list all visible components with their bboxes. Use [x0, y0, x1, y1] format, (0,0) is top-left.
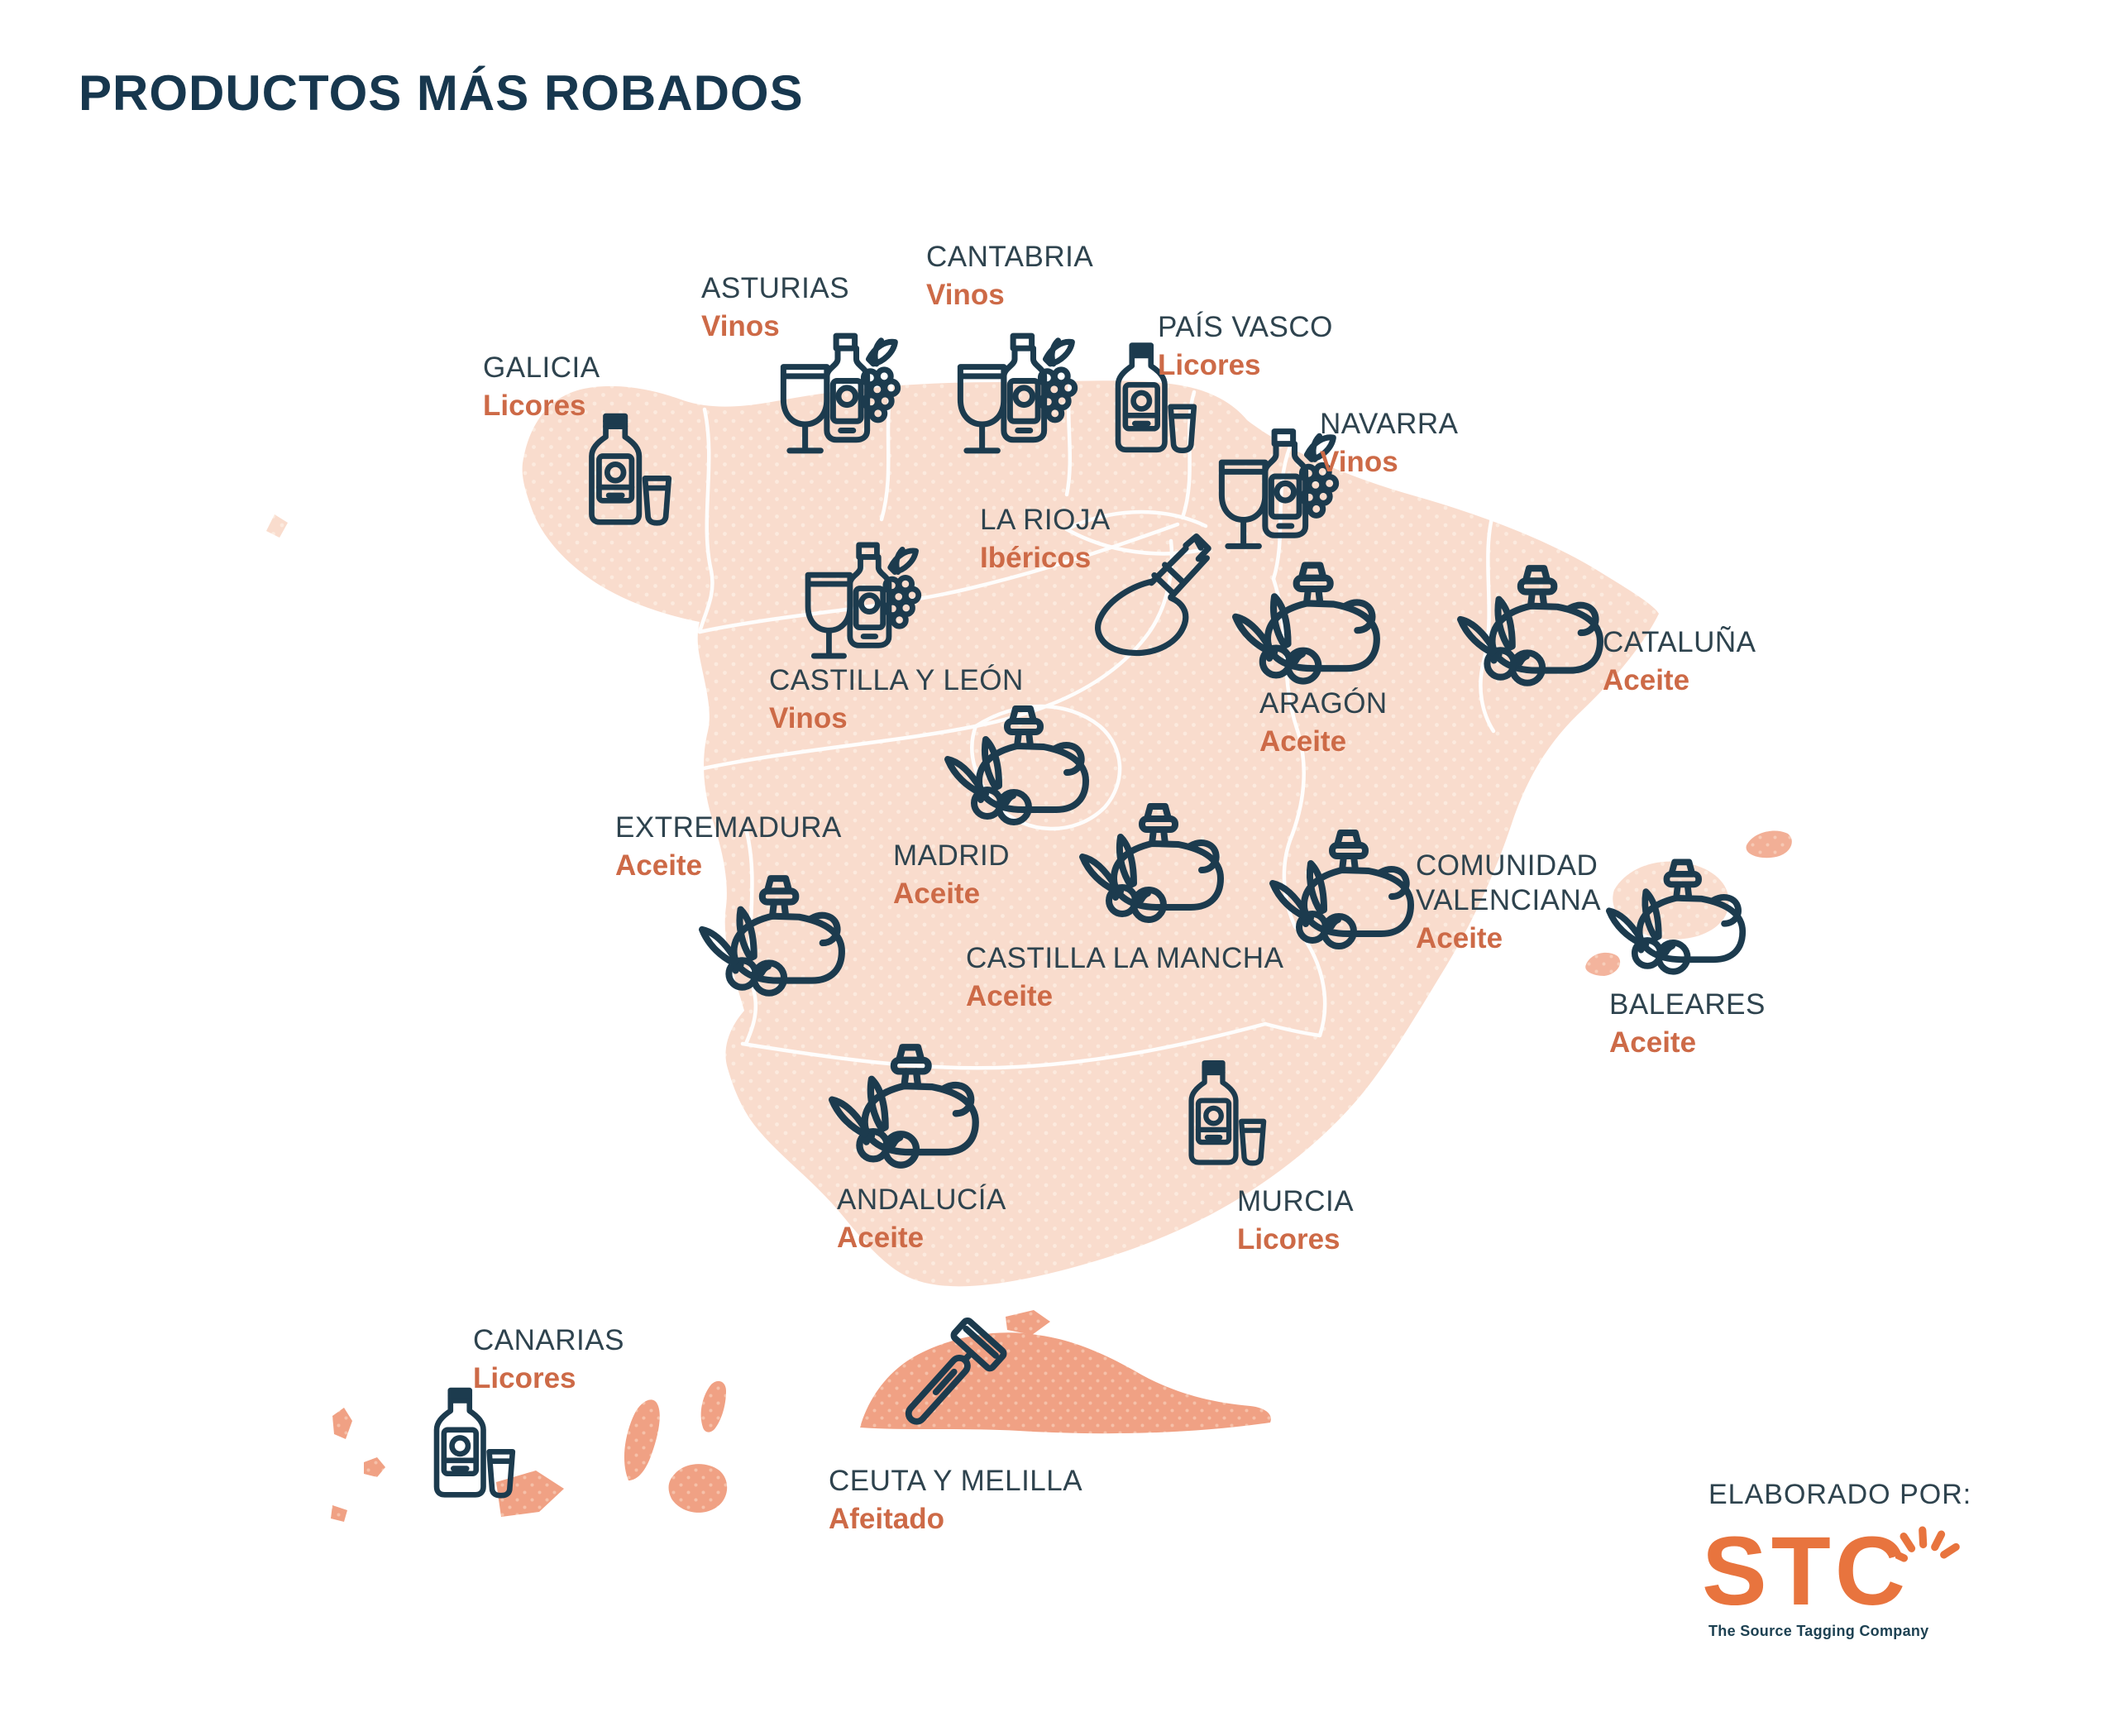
region-product: Licores	[1237, 1223, 1340, 1255]
region-baleares: BALEARES Aceite	[1609, 988, 1766, 1060]
region-name: ASTURIAS	[701, 272, 850, 304]
region-comunidad-valenciana: COMUNIDAD VALENCIANA Aceite	[1416, 849, 1631, 956]
region-name: ARAGÓN	[1259, 687, 1388, 720]
region-product: Licores	[483, 390, 586, 422]
afeitado-icon	[870, 1319, 1023, 1443]
region-product: Licores	[1158, 349, 1261, 381]
aceite-icon	[699, 867, 848, 1006]
region-product: Ibéricos	[980, 542, 1092, 574]
licores-icon	[1168, 1052, 1269, 1176]
region-la-rioja: LA RIOJA Ibéricos	[980, 503, 1111, 576]
region-castilla-y-leon: CASTILLA Y LEÓN Vinos	[769, 663, 1024, 736]
islet	[266, 514, 288, 538]
region-aragon: ARAGÓN Aceite	[1259, 686, 1388, 759]
region-extremadura: EXTREMADURA Aceite	[615, 811, 842, 883]
region-product: Aceite	[1603, 664, 1690, 696]
elaborado-por-label: ELABORADO POR:	[1708, 1479, 1972, 1510]
region-name: ANDALUCÍA	[837, 1184, 1006, 1216]
region-product: Vinos	[769, 702, 848, 734]
region-name: CEUTA Y MELILLA	[829, 1465, 1083, 1497]
stc-sparkles-icon	[1895, 1526, 1960, 1562]
canarias-islands	[331, 1380, 728, 1522]
region-product: Vinos	[701, 310, 780, 342]
region-pais-vasco: PAÍS VASCO Licores	[1158, 310, 1333, 383]
region-name: BALEARES	[1609, 988, 1766, 1021]
vinos-icon	[953, 321, 1077, 466]
aceite-icon	[1269, 820, 1417, 959]
region-product: Licores	[473, 1362, 576, 1394]
region-name: MADRID	[893, 839, 1011, 872]
region-castilla-la-mancha: CASTILLA LA MANCHA Aceite	[966, 941, 1283, 1014]
region-product: Vinos	[926, 279, 1005, 311]
region-murcia: MURCIA Licores	[1237, 1184, 1354, 1257]
aceite-icon	[1232, 552, 1383, 695]
region-product: Aceite	[893, 878, 981, 910]
stc-logo: STC	[1702, 1517, 1909, 1626]
region-madrid: MADRID Aceite	[893, 839, 1010, 911]
region-name: GALICIA	[483, 352, 600, 384]
licores-icon	[566, 405, 674, 536]
region-name: CANTABRIA	[926, 241, 1094, 273]
region-product: Aceite	[966, 980, 1054, 1012]
region-product: Vinos	[1320, 446, 1398, 478]
region-ceuta-y-melilla: CEUTA Y MELILLA Afeitado	[829, 1464, 1082, 1537]
vinos-icon	[800, 531, 920, 670]
aceite-icon	[1457, 556, 1606, 696]
region-product: Aceite	[1609, 1026, 1697, 1059]
region-name: CATALUÑA	[1603, 626, 1756, 658]
region-name: CANARIAS	[473, 1324, 624, 1356]
region-navarra: NAVARRA Vinos	[1320, 407, 1459, 480]
region-canarias: CANARIAS Licores	[473, 1323, 624, 1396]
region-name: MURCIA	[1237, 1185, 1355, 1217]
region-cantabria: CANTABRIA Vinos	[926, 240, 1093, 313]
region-product: Aceite	[837, 1222, 925, 1254]
region-product: Afeitado	[829, 1503, 944, 1535]
stc-tagline: The Source Tagging Company	[1708, 1623, 1929, 1639]
region-product: Aceite	[615, 849, 703, 882]
region-product: Aceite	[1416, 922, 1503, 954]
region-name: NAVARRA	[1320, 408, 1459, 440]
region-name: PAÍS VASCO	[1158, 311, 1333, 343]
region-product: Aceite	[1259, 725, 1347, 758]
region-asturias: ASTURIAS Vinos	[701, 271, 849, 344]
region-andalucia: ANDALUCÍA Aceite	[837, 1183, 1006, 1255]
aceite-icon	[1079, 794, 1226, 933]
page-title: PRODUCTOS MÁS ROBADOS	[79, 65, 804, 121]
region-name: CASTILLA Y LEÓN	[769, 664, 1024, 696]
region-cataluna: CATALUÑA Aceite	[1603, 625, 1756, 698]
licores-icon	[412, 1380, 518, 1509]
region-galicia: GALICIA Licores	[483, 351, 600, 423]
region-name: COMUNIDAD VALENCIANA	[1416, 849, 1602, 916]
region-name: LA RIOJA	[980, 504, 1111, 536]
region-name: CASTILLA LA MANCHA	[966, 942, 1284, 974]
aceite-icon	[829, 1035, 982, 1178]
region-name: EXTREMADURA	[615, 811, 842, 844]
